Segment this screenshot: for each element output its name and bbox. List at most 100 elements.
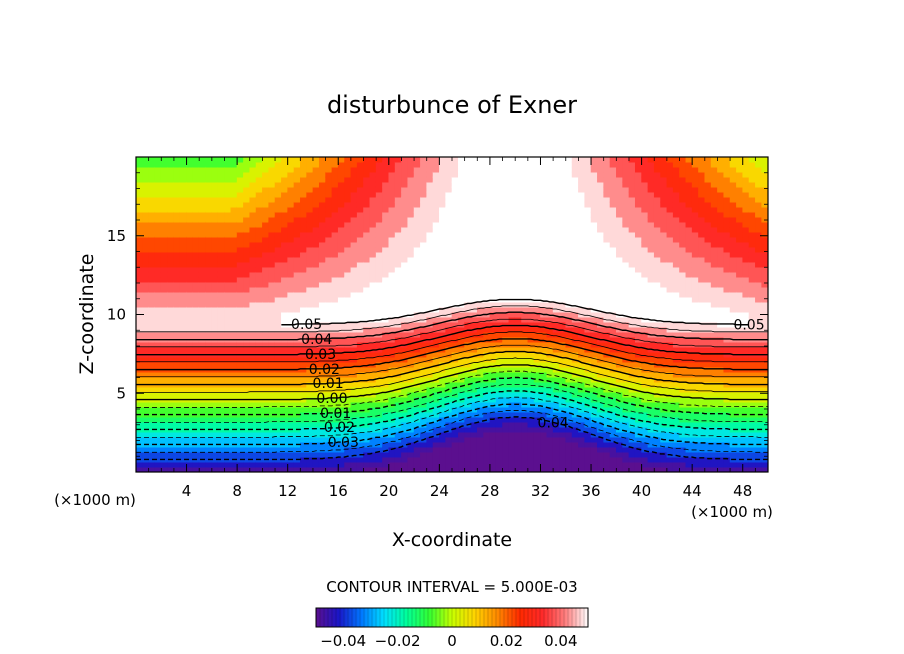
contour-cell — [527, 411, 535, 418]
contour-cell — [217, 201, 225, 208]
contour-cell — [451, 221, 459, 228]
contour-cell — [312, 431, 320, 438]
contour-cell — [136, 251, 143, 258]
contour-cell — [609, 251, 617, 258]
contour-cell — [420, 371, 428, 378]
contour-cell — [470, 176, 478, 183]
contour-cell — [344, 181, 352, 188]
contour-cell — [312, 266, 320, 273]
contour-cell — [470, 221, 478, 228]
contour-cell — [363, 251, 371, 258]
contour-cell — [552, 157, 560, 163]
contour-cell — [356, 196, 365, 203]
contour-cell — [420, 231, 428, 238]
contour-cell — [300, 396, 308, 403]
contour-cell — [337, 191, 346, 198]
contour-cell — [154, 296, 162, 303]
contour-cell — [546, 356, 554, 363]
contour-cell — [236, 291, 244, 298]
contour-cell — [331, 321, 339, 328]
contour-cell — [255, 406, 263, 413]
contour-cell — [622, 361, 630, 368]
contour-cell — [356, 176, 365, 183]
contour-cell — [495, 251, 504, 258]
contour-cell — [337, 316, 346, 323]
contour-cell — [597, 396, 605, 403]
contour-cell — [211, 431, 219, 438]
contour-cell — [382, 336, 390, 343]
contour-cell — [306, 436, 314, 443]
contour-cell — [293, 236, 301, 243]
contour-cell — [445, 291, 453, 298]
contour-cell — [622, 456, 630, 463]
contour-cell — [154, 386, 162, 393]
contour-cell — [186, 306, 194, 313]
contour-cell — [255, 256, 263, 263]
contour-cell — [287, 331, 295, 338]
contour-cell — [318, 231, 327, 238]
contour-cell — [571, 186, 579, 193]
contour-cell — [464, 191, 472, 198]
contour-cell — [318, 226, 327, 233]
contour-cell — [590, 246, 598, 253]
contour-cell — [356, 401, 365, 408]
contour-cell — [262, 186, 270, 193]
contour-cell — [521, 451, 529, 458]
contour-cell — [603, 296, 611, 303]
contour-cell — [205, 391, 213, 398]
contour-cell — [540, 371, 548, 378]
contour-cell — [306, 411, 314, 418]
contour-cell — [318, 196, 327, 203]
contour-cell — [160, 206, 169, 213]
contour-cell — [337, 291, 346, 298]
contour-cell — [597, 176, 605, 183]
contour-cell — [407, 306, 415, 313]
contour-cell — [325, 216, 333, 223]
contour-cell — [628, 166, 636, 173]
contour-cell — [401, 406, 409, 413]
contour-cell — [521, 421, 529, 428]
contour-cell — [451, 321, 459, 328]
contour-cell — [325, 421, 333, 428]
contour-cell — [464, 366, 472, 373]
contour-cell — [186, 436, 194, 443]
contour-cell — [590, 426, 598, 433]
contour-cell — [350, 436, 358, 443]
contour-cell — [571, 401, 579, 408]
contour-cell — [616, 436, 624, 443]
contour-cell — [363, 426, 371, 433]
contour-cell — [192, 211, 200, 218]
contour-cell — [306, 316, 314, 323]
contour-cell — [476, 296, 485, 303]
contour-cell — [571, 416, 579, 423]
contour-cell — [287, 171, 295, 178]
contour-cell — [350, 166, 358, 173]
contour-cell — [508, 191, 516, 198]
contour-cell — [274, 461, 282, 468]
contour-cell — [148, 361, 156, 368]
contour-cell — [540, 306, 548, 313]
contour-cell — [211, 191, 219, 198]
contour-cell — [281, 166, 289, 173]
contour-cell — [312, 236, 320, 243]
contour-cell — [616, 211, 624, 218]
contour-cell — [300, 421, 308, 428]
contour-cell — [514, 271, 523, 278]
contour-cell — [559, 256, 567, 263]
contour-cell — [198, 276, 207, 283]
contour-cell — [224, 461, 232, 468]
contour-cell — [413, 436, 421, 443]
contour-cell — [458, 251, 466, 258]
contour-cell — [363, 171, 371, 178]
contour-cell — [521, 396, 529, 403]
contour-cell — [211, 276, 219, 283]
contour-cell — [565, 181, 573, 188]
contour-cell — [483, 341, 491, 348]
contour-cell — [603, 426, 611, 433]
contour-cell — [350, 421, 358, 428]
contour-cell — [167, 416, 175, 423]
contour-cell — [407, 391, 415, 398]
contour-cell — [281, 206, 289, 213]
contour-cell — [464, 206, 472, 213]
contour-cell — [205, 166, 213, 173]
